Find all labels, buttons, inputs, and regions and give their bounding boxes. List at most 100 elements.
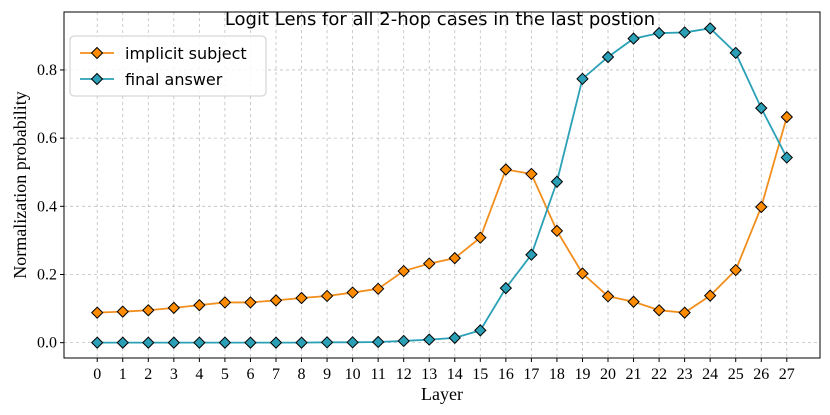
series-line (97, 27, 788, 344)
series-1 (90, 22, 794, 349)
y-tick-label: 0.2 (37, 266, 57, 283)
data-point (397, 264, 410, 278)
data-point (244, 296, 257, 309)
data-point (167, 301, 181, 315)
data-point (576, 267, 589, 280)
data-point (269, 336, 283, 349)
x-tick-label: 17 (523, 366, 539, 383)
data-point (474, 324, 487, 337)
y-tick-label: 0.0 (37, 335, 57, 352)
legend-box (69, 35, 267, 97)
x-tick-label: 8 (298, 366, 306, 383)
y-tick-label: 0.8 (37, 62, 57, 79)
data-point (678, 306, 691, 319)
x-axis-ticks: 0 1 2 3 4 5 6 7 8 9 10 11 12 13 14 15 16 17 18 19 20 21 22 23 24… (93, 358, 795, 383)
data-point (652, 304, 666, 317)
x-tick-label: 10 (345, 366, 361, 383)
x-tick-label: 4 (195, 366, 203, 383)
data-point (755, 101, 768, 115)
data-point (142, 304, 155, 317)
legend-label: final answer (125, 70, 223, 89)
data-point (448, 331, 461, 345)
data-point (780, 151, 794, 164)
data-point (320, 289, 334, 303)
x-tick-label: 18 (549, 366, 565, 383)
x-tick-label: 27 (779, 366, 795, 383)
y-tick-label: 0.4 (37, 198, 57, 215)
data-point (550, 175, 564, 188)
data-point (780, 110, 794, 124)
x-tick-label: 0 (93, 366, 101, 383)
data-point (244, 336, 257, 349)
series-line (97, 116, 788, 314)
data-point (474, 231, 487, 244)
data-point (218, 296, 232, 309)
x-tick-label: 11 (370, 366, 385, 383)
x-tick-label: 16 (498, 366, 514, 383)
legend: implicit subject final answer (69, 35, 267, 97)
data-point (627, 295, 640, 308)
x-tick-label: 5 (221, 366, 229, 383)
data-point (218, 336, 232, 349)
data-point (601, 50, 615, 64)
data-point (116, 336, 129, 349)
x-tick-label: 26 (753, 366, 769, 383)
x-tick-label: 14 (447, 366, 463, 383)
data-point (755, 200, 768, 214)
series-layer (90, 22, 794, 349)
data-point (397, 334, 410, 348)
data-point (346, 286, 359, 299)
data-point (703, 289, 717, 302)
chart-title: Logit Lens for all 2-hop cases in the la… (225, 9, 655, 30)
data-point (193, 298, 206, 312)
data-point (499, 281, 513, 295)
x-tick-label: 2 (144, 366, 152, 383)
x-tick-label: 20 (600, 366, 616, 383)
data-point (499, 163, 513, 176)
data-point (269, 294, 283, 307)
x-tick-label: 1 (119, 366, 127, 383)
data-point (550, 224, 564, 238)
x-tick-label: 23 (677, 366, 693, 383)
data-point (90, 306, 104, 319)
legend-entry: implicit subject (80, 44, 247, 63)
x-tick-label: 21 (626, 366, 642, 383)
data-point (576, 72, 589, 86)
data-point (346, 336, 359, 349)
data-point (371, 335, 385, 349)
x-tick-label: 15 (472, 366, 488, 383)
x-tick-label: 19 (574, 366, 590, 383)
plot-frame (63, 11, 821, 359)
data-point (167, 336, 181, 349)
legend-swatch-marker (90, 72, 104, 86)
data-point (601, 290, 615, 303)
y-axis-ticks: 0.0 0.2 0.4 0.6 0.8 (37, 62, 64, 352)
x-tick-label: 7 (272, 366, 280, 383)
series-0 (90, 110, 794, 319)
data-point (525, 248, 538, 261)
data-point (116, 305, 129, 318)
x-tick-label: 3 (170, 366, 178, 383)
data-point (90, 336, 104, 349)
data-point (371, 282, 385, 296)
data-point (678, 26, 691, 39)
y-tick-label: 0.6 (37, 130, 57, 147)
legend-swatch-marker (90, 46, 104, 60)
legend-label: implicit subject (125, 44, 247, 63)
data-point (652, 26, 666, 40)
data-point (627, 32, 640, 45)
legend-entry: final answer (80, 70, 223, 89)
data-point (703, 22, 717, 35)
x-tick-label: 6 (246, 366, 254, 383)
x-axis-label: Layer (421, 384, 463, 404)
data-point (729, 263, 742, 277)
data-point (423, 257, 436, 270)
data-point (423, 333, 436, 346)
x-tick-label: 12 (396, 366, 412, 383)
data-point (295, 336, 308, 349)
data-point (729, 46, 742, 60)
data-point (525, 167, 538, 181)
x-tick-label: 9 (323, 366, 331, 383)
y-axis-label: Normalization probability (10, 91, 30, 278)
data-point (320, 336, 334, 349)
